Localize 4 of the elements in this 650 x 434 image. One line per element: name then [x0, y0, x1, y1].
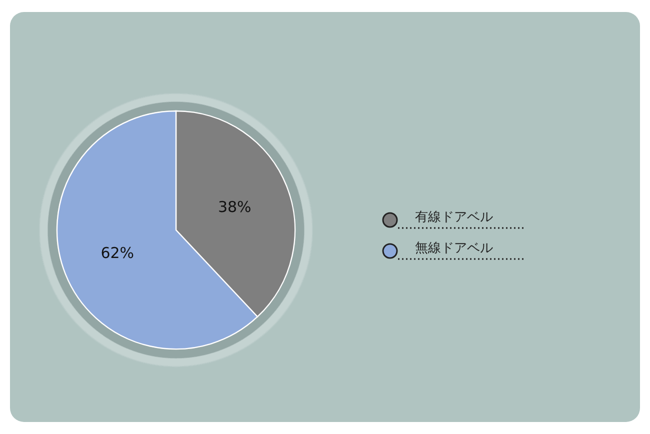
- data-label: 62%: [100, 244, 134, 262]
- legend-label: 無線ドアベル: [415, 241, 493, 256]
- legend-label: 有線ドアベル: [415, 210, 493, 225]
- data-label: 38%: [218, 198, 252, 216]
